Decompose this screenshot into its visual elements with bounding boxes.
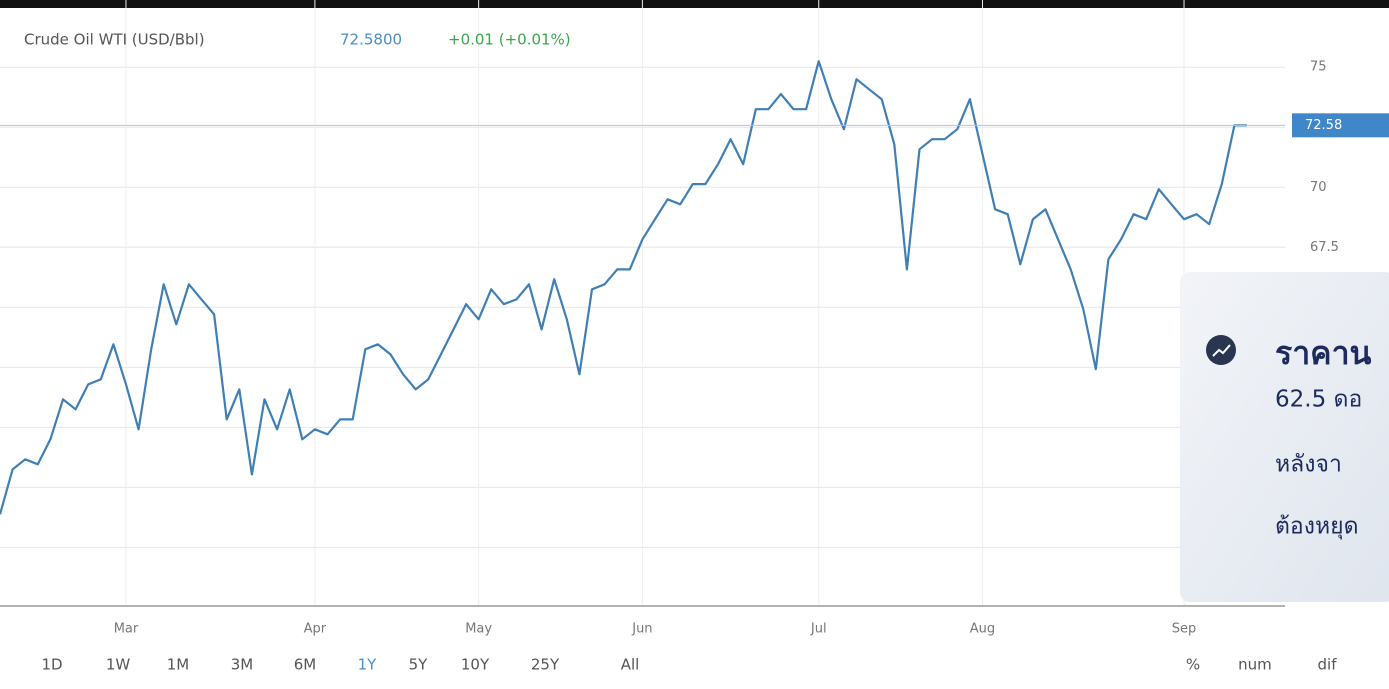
plot: MarAprMayJunJulAugSep5557.56062.56567.57… <box>0 0 1389 637</box>
mode-button[interactable]: dif <box>1318 656 1338 674</box>
range-button[interactable]: All <box>621 656 640 674</box>
x-tick-label: Aug <box>970 622 995 637</box>
range-button[interactable]: 25Y <box>531 656 560 674</box>
y-tick-label: 70 <box>1310 180 1327 195</box>
card-bg <box>1180 272 1389 602</box>
x-tick-label: Jul <box>810 622 827 637</box>
controls: 1D 1W 1M 3M 6M 1Y 5Y 10Y 25Y All% num dif <box>41 656 1337 674</box>
range-button[interactable]: 3M <box>231 656 254 674</box>
x-tick-label: Apr <box>304 622 327 637</box>
range-button[interactable]: 10Y <box>461 656 490 674</box>
y-tick-label: 75 <box>1310 60 1327 75</box>
x-tick-label: May <box>465 622 492 637</box>
y-tick-label: 67.5 <box>1310 240 1339 255</box>
card-line: ต้องหยุด <box>1275 514 1359 540</box>
x-tick-label: Jun <box>631 622 652 637</box>
mode-button[interactable]: num <box>1238 656 1272 674</box>
x-tick-label: Mar <box>114 622 139 637</box>
card: ราคาน 62.5 ดอ หลังจา ต้องหยุด <box>1180 272 1389 602</box>
card-line: หลังจา <box>1275 452 1342 478</box>
price-tag-label: 72.58 <box>1305 118 1342 133</box>
top-strip <box>0 0 1389 8</box>
range-button[interactable]: 1W <box>106 656 131 674</box>
chart-title: Crude Oil WTI (USD/Bbl) <box>24 31 205 49</box>
card-icon-glyph <box>1212 344 1231 357</box>
card-line: 62.5 ดอ <box>1275 387 1362 413</box>
range-button[interactable]: 1Y <box>358 656 378 674</box>
price-line <box>0 60 1247 515</box>
change: +0.01 (+0.01%) <box>448 31 571 49</box>
price-tag <box>1292 113 1389 138</box>
range-button[interactable]: 5Y <box>409 656 429 674</box>
price: 72.5800 <box>340 31 402 49</box>
x-tick-label: Sep <box>1172 622 1197 637</box>
range-button[interactable]: 1M <box>167 656 190 674</box>
mode-button[interactable]: % <box>1186 656 1200 674</box>
range-button[interactable]: 6M <box>294 656 317 674</box>
range-button[interactable]: 1D <box>41 656 62 674</box>
card-title: ราคาน <box>1275 334 1372 372</box>
card-icon <box>1206 335 1236 365</box>
